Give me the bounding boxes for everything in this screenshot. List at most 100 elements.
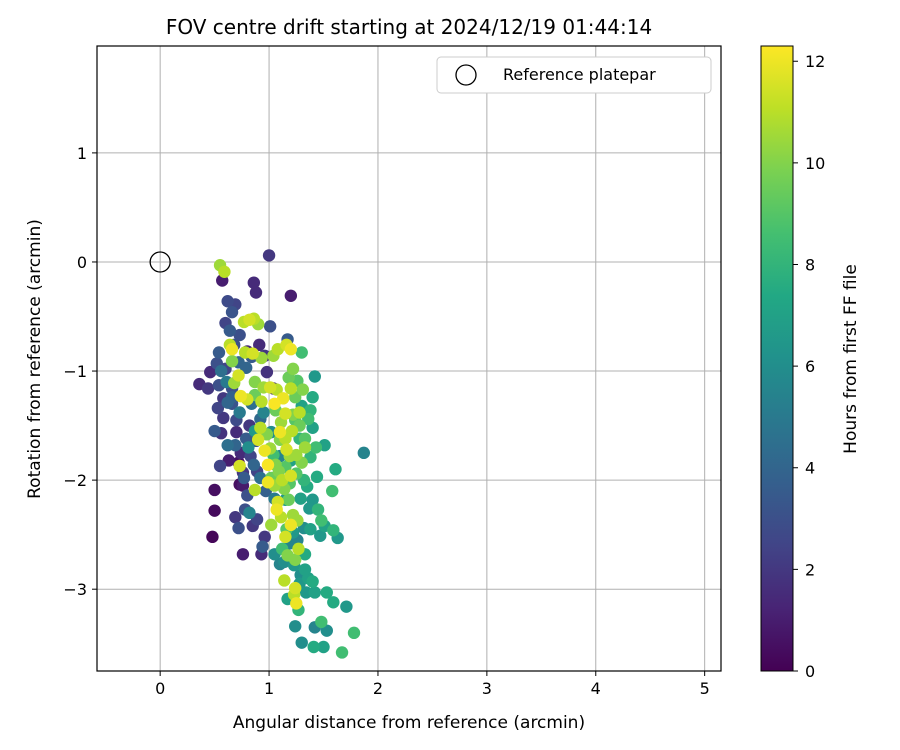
y-tick-label: −1 xyxy=(63,362,87,381)
x-tick-label: 2 xyxy=(373,679,383,698)
data-point xyxy=(260,365,274,379)
x-tick-label: 1 xyxy=(264,679,274,698)
data-point xyxy=(242,441,255,454)
data-point xyxy=(208,483,221,497)
data-point xyxy=(340,600,353,613)
data-point xyxy=(294,492,307,505)
data-point xyxy=(320,586,333,599)
data-point xyxy=(327,524,340,537)
data-point xyxy=(284,382,298,395)
data-point xyxy=(306,575,319,588)
data-point xyxy=(221,439,234,452)
data-point xyxy=(229,511,242,524)
data-point xyxy=(310,470,324,484)
data-point xyxy=(314,529,327,542)
data-point xyxy=(288,620,302,633)
legend: Reference platepar xyxy=(436,56,712,94)
data-point xyxy=(225,305,239,319)
data-point xyxy=(204,365,217,379)
data-point xyxy=(257,406,270,419)
data-point xyxy=(234,389,247,403)
data-point xyxy=(298,441,312,454)
data-point xyxy=(233,406,246,419)
plot-frame xyxy=(96,45,722,672)
data-point xyxy=(293,406,306,419)
y-tick-label: 0 xyxy=(77,253,87,272)
data-point xyxy=(284,343,298,356)
data-point xyxy=(279,530,292,544)
data-point xyxy=(286,362,300,376)
data-point xyxy=(279,407,292,420)
data-point xyxy=(347,626,361,640)
colorbar-label: Hours from first FF file xyxy=(841,264,861,454)
data-point xyxy=(221,295,234,308)
data-point xyxy=(290,597,303,610)
colorbar-ticks: 0 2 4 6 8 10 12 xyxy=(793,52,825,681)
data-point xyxy=(326,484,339,498)
data-point xyxy=(292,542,305,556)
data-point xyxy=(317,640,330,654)
data-point xyxy=(239,361,253,374)
data-point xyxy=(253,338,266,352)
data-point xyxy=(258,444,271,457)
data-point xyxy=(212,346,226,359)
data-point xyxy=(243,506,256,520)
data-point xyxy=(214,364,228,378)
data-point xyxy=(273,425,287,439)
data-point xyxy=(225,355,239,368)
colorbar-gradient xyxy=(760,45,794,672)
data-point xyxy=(258,530,271,544)
data-point xyxy=(308,586,322,599)
legend-box xyxy=(436,56,712,94)
chart-title: FOV centre drift starting at 2024/12/19 … xyxy=(166,15,652,39)
colorbar-tick-label: 12 xyxy=(805,52,825,71)
data-point xyxy=(249,286,263,299)
reference-marker xyxy=(149,251,171,273)
data-point xyxy=(282,493,295,506)
data-point xyxy=(201,382,215,395)
data-point xyxy=(315,514,328,527)
x-tick-label: 3 xyxy=(482,679,492,698)
data-point xyxy=(263,320,277,333)
data-point xyxy=(261,458,275,472)
data-point xyxy=(248,483,262,497)
data-point xyxy=(284,518,298,532)
data-point xyxy=(261,476,275,489)
y-tick-label: −2 xyxy=(63,471,87,490)
legend-open-circle-icon xyxy=(455,64,477,86)
data-point xyxy=(315,615,328,629)
x-axis-label: Angular distance from reference (arcmin) xyxy=(233,713,585,733)
data-point xyxy=(357,446,371,460)
colorbar-tick-label: 8 xyxy=(805,255,815,274)
data-point xyxy=(262,249,276,262)
data-point xyxy=(247,458,261,472)
reference-point-marker xyxy=(149,251,171,273)
data-point xyxy=(223,324,237,337)
data-point xyxy=(232,521,245,535)
x-tick-label: 5 xyxy=(700,679,710,698)
colorbar: 0 2 4 6 8 10 12 Hours from first FF file xyxy=(760,45,861,681)
data-point xyxy=(208,504,221,517)
data-point xyxy=(298,432,312,445)
y-tick-label: −3 xyxy=(63,580,87,599)
data-points xyxy=(193,249,371,659)
data-point xyxy=(213,459,227,473)
data-point xyxy=(302,412,315,426)
data-point xyxy=(284,289,298,302)
data-point xyxy=(270,503,283,516)
data-point xyxy=(280,443,293,456)
data-point xyxy=(288,581,302,595)
data-point xyxy=(211,401,225,415)
colorbar-tick-label: 2 xyxy=(805,560,815,579)
data-point xyxy=(306,391,319,404)
data-point xyxy=(268,397,281,410)
x-axis-ticks: 0 1 2 3 4 5 xyxy=(155,671,710,698)
data-point xyxy=(298,563,312,576)
grid-lines xyxy=(97,46,721,671)
data-point xyxy=(288,553,302,566)
data-point xyxy=(311,503,325,516)
data-point xyxy=(217,411,230,425)
data-point xyxy=(296,383,310,396)
data-point xyxy=(256,540,269,553)
